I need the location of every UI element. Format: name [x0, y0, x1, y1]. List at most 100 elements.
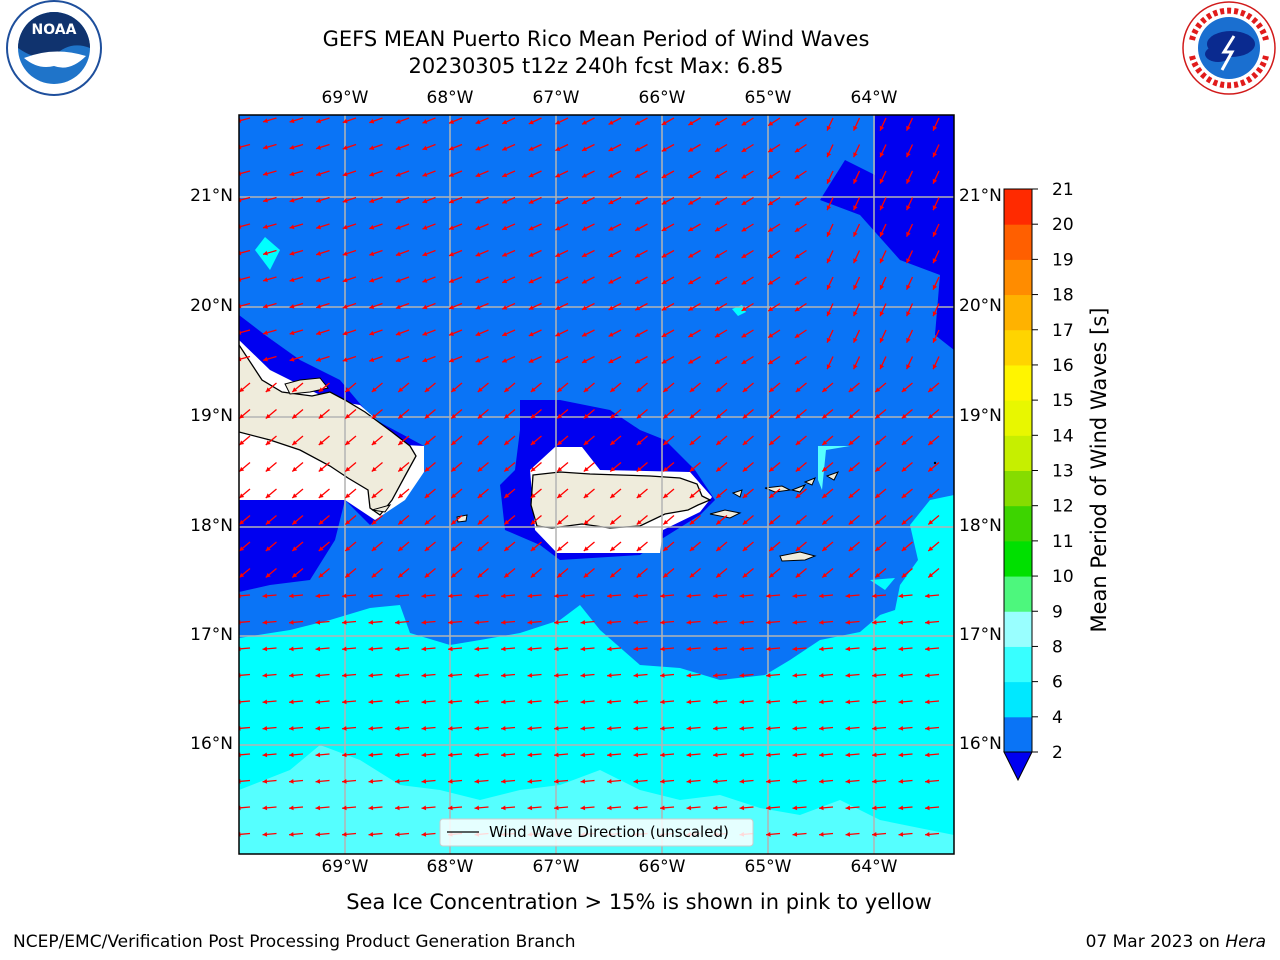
- wave-direction-arrowhead: [239, 413, 245, 419]
- wave-direction-arrowhead: [557, 572, 563, 578]
- wave-direction-arrowhead: [794, 359, 800, 365]
- wave-direction-arrowhead: [555, 172, 561, 178]
- wave-direction-arrowhead: [925, 752, 930, 758]
- wave-direction-arrowhead: [289, 171, 295, 177]
- wave-direction-arrow: [239, 223, 251, 228]
- wave-direction-arrowhead: [474, 805, 480, 811]
- wave-direction-arrowhead: [826, 284, 832, 290]
- wave-direction-arrowhead: [263, 118, 268, 123]
- wave-direction-arrowhead: [714, 332, 720, 338]
- wave-direction-arrowhead: [421, 805, 427, 811]
- wave-direction-arrowhead: [449, 145, 454, 151]
- cyan-patch: [818, 446, 850, 490]
- footer-host: Hera: [1225, 932, 1266, 952]
- wave-direction-arrowhead: [342, 725, 347, 731]
- wave-direction-arrowhead: [263, 250, 268, 256]
- wave-direction-arrowhead: [848, 519, 854, 525]
- lat-label-left: 19°N: [190, 406, 233, 426]
- wave-direction-arrowhead: [686, 778, 692, 784]
- wave-direction-arrowhead: [714, 253, 720, 258]
- wave-direction-arrowhead: [826, 152, 832, 158]
- wave-direction-arrowhead: [635, 120, 641, 125]
- wave-direction-arrowhead: [742, 546, 748, 551]
- wave-direction-arrowhead: [768, 174, 774, 179]
- wave-direction-arrowhead: [848, 546, 854, 551]
- wave-direction-arrowhead: [554, 619, 559, 625]
- wave-direction-arrowhead: [583, 413, 589, 419]
- wave-direction-arrowhead: [794, 333, 800, 338]
- wave-direction-arrowhead: [872, 805, 877, 811]
- wave-direction-arrowhead: [422, 304, 428, 310]
- wave-direction-arrowhead: [768, 306, 774, 312]
- wave-direction-arrowhead: [636, 466, 642, 472]
- colorbar-segment: [1004, 259, 1032, 296]
- wave-direction-arrowhead: [610, 519, 616, 525]
- wave-direction-arrowhead: [633, 752, 639, 758]
- wave-direction-arrowhead: [661, 120, 667, 125]
- wave-direction-arrowhead: [474, 619, 480, 625]
- wave-direction-arrowhead: [689, 572, 695, 578]
- wave-direction-arrowhead: [292, 546, 298, 551]
- wave-direction-arrowhead: [504, 440, 510, 445]
- wave-direction-arrowhead: [369, 251, 375, 256]
- wave-direction-arrowhead: [368, 672, 374, 678]
- wave-direction-arrowhead: [583, 387, 589, 392]
- wave-direction-arrowhead: [610, 387, 616, 392]
- wave-direction-arrowhead: [822, 519, 828, 525]
- wave-direction-arrowhead: [448, 725, 453, 731]
- wave-direction-arrowhead: [448, 593, 453, 599]
- wave-direction-arrowhead: [661, 226, 667, 231]
- wave-direction-arrowhead: [318, 493, 324, 498]
- wave-direction-arrowhead: [742, 572, 748, 578]
- wave-direction-arrowhead: [315, 725, 321, 731]
- wave-direction-arrowhead: [530, 546, 536, 551]
- wave-direction-arrowhead: [928, 572, 934, 578]
- wave-direction-arrowhead: [342, 805, 347, 811]
- noaa-logo: NOAA: [6, 0, 102, 96]
- wave-direction-arrowhead: [449, 172, 454, 177]
- wave-direction-arrowhead: [449, 278, 454, 283]
- wave-direction-arrowhead: [555, 358, 561, 363]
- wave-direction-arrowhead: [262, 778, 268, 784]
- wave-direction-arrowhead: [925, 831, 930, 837]
- wave-direction-arrowhead: [289, 752, 294, 758]
- colorbar-tick-label: 11: [1052, 532, 1074, 552]
- wave-direction-arrowhead: [608, 305, 614, 311]
- wave-direction-arrowhead: [713, 805, 718, 811]
- wave-direction-arrowhead: [872, 619, 877, 625]
- wave-direction-arrowhead: [795, 413, 801, 419]
- colorbar-segment: [1004, 470, 1032, 507]
- wave-direction-arrowhead: [661, 200, 667, 205]
- wave-direction-arrowhead: [371, 493, 377, 498]
- wave-direction-arrowhead: [474, 725, 480, 731]
- wave-direction-arrowhead: [610, 413, 616, 419]
- wave-direction-arrowhead: [742, 493, 748, 498]
- wave-direction-arrowhead: [635, 305, 641, 311]
- wave-direction-arrowhead: [581, 146, 587, 151]
- wave-direction-arrowhead: [554, 646, 559, 652]
- wave-direction-arrowhead: [689, 466, 695, 472]
- wave-direction-arrowhead: [875, 572, 881, 578]
- wave-direction-arrowhead: [741, 174, 747, 179]
- wave-direction-arrowhead: [819, 805, 824, 811]
- wave-direction-arrowhead: [448, 699, 453, 705]
- wave-direction-arrow: [239, 249, 251, 255]
- wave-direction-arrowhead: [633, 646, 639, 652]
- wave-direction-arrowhead: [530, 387, 536, 392]
- wave-direction-arrowhead: [901, 572, 907, 578]
- wave-direction-arrow: [239, 753, 251, 756]
- wave-direction-arrowhead: [872, 725, 877, 731]
- wave-direction-arrowhead: [608, 252, 614, 258]
- wave-direction-arrowhead: [424, 440, 430, 445]
- wave-direction-arrowhead: [660, 619, 665, 625]
- wave-direction-arrowhead: [819, 593, 824, 599]
- wave-direction-arrowhead: [906, 258, 911, 264]
- colorbar-tick-label: 16: [1052, 356, 1074, 376]
- lat-label-left: 16°N: [190, 734, 233, 754]
- wave-direction-arrowhead: [421, 646, 427, 652]
- wave-direction-arrowhead: [636, 387, 642, 392]
- wave-direction-arrowhead: [742, 519, 748, 525]
- wave-direction-arrowhead: [583, 572, 589, 578]
- wave-direction-arrowhead: [528, 146, 534, 151]
- wave-direction-arrowhead: [554, 805, 559, 811]
